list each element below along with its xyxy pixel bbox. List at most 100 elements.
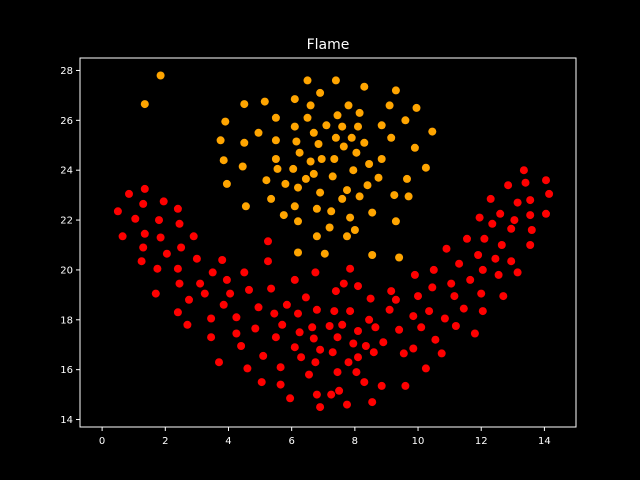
data-point (507, 257, 516, 266)
data-point (478, 307, 487, 316)
data-point (278, 320, 287, 329)
data-point (317, 155, 326, 163)
data-point (403, 174, 411, 183)
data-point (466, 275, 475, 284)
data-point (542, 176, 550, 185)
data-point (368, 251, 377, 259)
data-point (207, 333, 216, 342)
data-point (387, 133, 396, 142)
data-point (404, 192, 413, 201)
data-point (183, 320, 192, 329)
data-point (395, 325, 404, 334)
data-point (414, 292, 422, 301)
data-point (410, 143, 419, 152)
data-point (428, 283, 437, 292)
data-point (279, 211, 288, 220)
data-point (428, 127, 437, 136)
y-tick-label: 18 (60, 315, 73, 326)
data-point (377, 121, 386, 130)
data-point (322, 121, 331, 130)
y-tick-label: 16 (60, 365, 73, 376)
data-point (363, 181, 372, 190)
data-point (312, 232, 321, 241)
data-point (271, 113, 280, 122)
data-point (267, 284, 276, 293)
data-point (232, 313, 241, 322)
data-point (177, 243, 186, 252)
data-point (215, 358, 223, 367)
data-point (343, 186, 351, 195)
data-point (459, 304, 468, 313)
x-tick-label: 0 (99, 436, 105, 447)
data-point (521, 178, 530, 187)
data-point (499, 292, 508, 301)
data-point (290, 202, 299, 211)
data-point (219, 156, 228, 165)
data-point (221, 117, 230, 126)
data-point (271, 155, 280, 163)
data-point (491, 254, 500, 263)
y-tick-label: 20 (60, 265, 73, 276)
data-point (480, 234, 489, 243)
data-point (290, 275, 299, 284)
data-point (496, 209, 505, 218)
data-point (294, 183, 302, 192)
data-point (474, 251, 483, 259)
data-point (267, 194, 276, 203)
data-point (486, 194, 495, 203)
y-tick-label: 26 (60, 116, 73, 127)
data-point (309, 334, 318, 343)
data-point (497, 241, 506, 249)
data-point (442, 244, 451, 253)
data-point (437, 349, 446, 358)
data-point (385, 305, 394, 314)
data-point (153, 264, 162, 273)
data-point (137, 257, 146, 266)
data-point (131, 214, 140, 223)
data-point (189, 232, 198, 241)
data-point (113, 207, 122, 216)
data-point (173, 308, 182, 317)
data-point (314, 140, 323, 148)
data-point (349, 339, 358, 348)
data-point (338, 122, 347, 131)
data-point (339, 142, 348, 151)
data-point (125, 189, 133, 198)
data-point (316, 345, 325, 354)
data-point (219, 300, 228, 309)
y-tick-label: 24 (60, 166, 73, 177)
data-point (218, 256, 227, 264)
data-point (301, 174, 310, 183)
data-point (335, 386, 344, 395)
data-point (175, 219, 184, 228)
data-point (455, 259, 464, 268)
data-point (542, 209, 550, 218)
data-point (510, 216, 519, 225)
data-point (421, 364, 430, 373)
data-point (294, 309, 302, 318)
data-point (390, 191, 399, 200)
data-point (450, 292, 459, 301)
data-point (316, 188, 325, 197)
x-tick-label: 2 (162, 436, 168, 447)
data-point (312, 204, 321, 213)
data-point (222, 179, 231, 188)
data-point (232, 329, 241, 338)
data-point (295, 328, 304, 337)
data-point (151, 289, 160, 298)
data-point (240, 138, 249, 147)
data-point (240, 268, 249, 277)
data-point (237, 342, 246, 350)
data-point (289, 164, 298, 173)
data-point (305, 370, 313, 379)
data-point (316, 88, 325, 97)
data-point (401, 381, 410, 390)
data-point (513, 198, 522, 207)
y-tick-label: 22 (60, 216, 73, 227)
data-point (399, 349, 408, 358)
data-point (331, 76, 340, 85)
data-point (303, 113, 312, 122)
data-point (259, 351, 268, 360)
data-point (200, 289, 209, 298)
